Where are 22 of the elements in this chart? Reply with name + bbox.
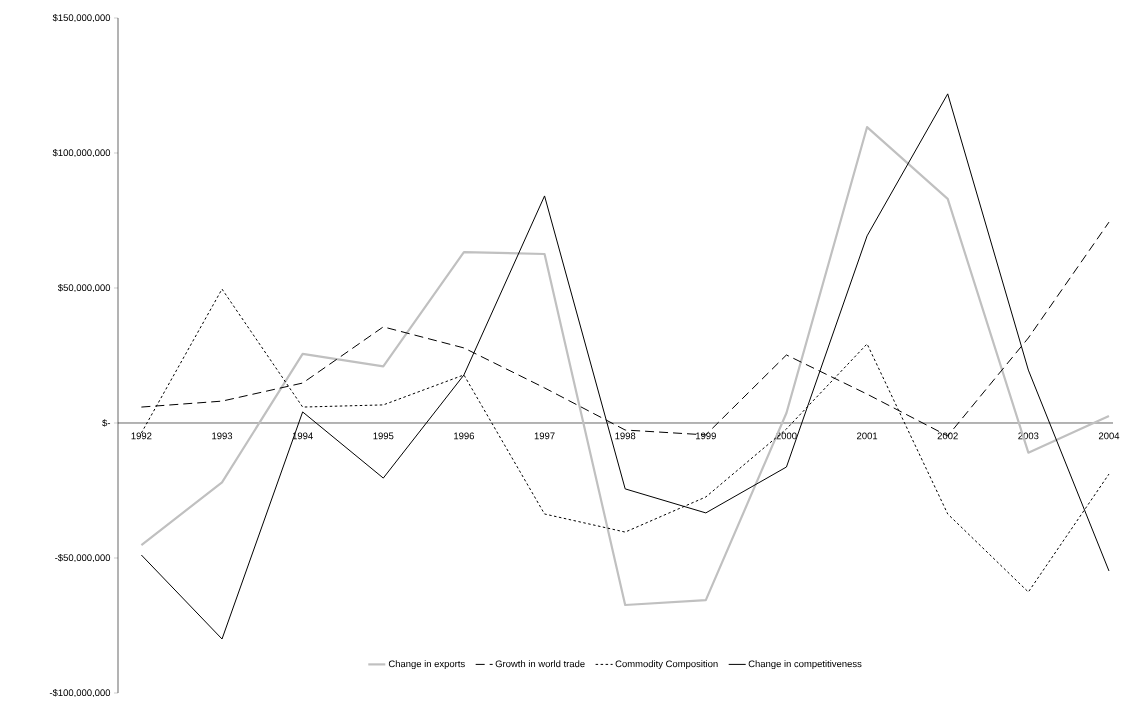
y-tick-label: -$50,000,000 xyxy=(55,553,111,563)
x-tick-label: 2000 xyxy=(776,432,797,440)
legend-label: Growth in world trade xyxy=(495,660,585,668)
legend-label: Change in exports xyxy=(388,660,465,670)
legend-label: Commodity Composition xyxy=(615,660,718,670)
y-tick-label: $- xyxy=(102,419,111,427)
x-tick-label: 1995 xyxy=(373,432,394,440)
x-tick-label: 2002 xyxy=(937,432,958,440)
x-tick-label: 1998 xyxy=(615,432,636,440)
x-tick-label: 1997 xyxy=(534,432,555,440)
y-tick-label: $100,000,000 xyxy=(52,148,111,158)
y-tick-label: $150,000,000 xyxy=(52,13,111,23)
y-tick-label: $50,000,000 xyxy=(57,283,111,293)
x-tick-label: 2003 xyxy=(1018,432,1039,440)
x-tick-label: 2004 xyxy=(1098,432,1120,440)
x-tick-label: 1999 xyxy=(696,432,716,440)
x-tick-label: 1993 xyxy=(212,432,233,440)
legend-label: Change in competitiveness xyxy=(748,660,862,670)
x-tick-label: 1996 xyxy=(454,432,475,440)
x-tick-label: 1992 xyxy=(131,432,152,440)
x-tick-label: 2001 xyxy=(857,432,878,440)
y-tick-label: -$100,000,000 xyxy=(49,688,111,698)
